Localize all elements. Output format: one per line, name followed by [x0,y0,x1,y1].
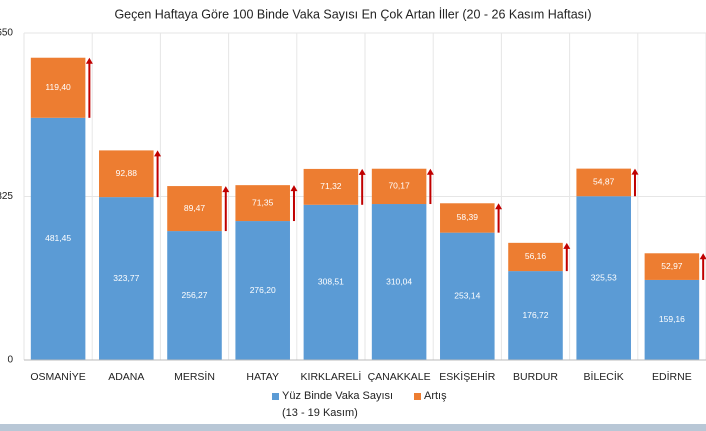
bar-segment [508,242,563,272]
arrow-head [495,203,503,210]
bar-segment [235,221,290,360]
value-label: 176,72 [523,310,549,320]
value-label: 58,39 [457,212,479,222]
value-label: 92,88 [116,168,138,178]
bar-segment [644,279,700,360]
bar-segment [508,271,563,360]
chart-title: Geçen Haftaya Göre 100 Binde Vaka Sayısı… [114,7,591,21]
value-label: 71,35 [252,197,274,207]
legend-label: Artış [424,390,447,402]
x-tick-label: KIRKLARELİ [301,370,362,383]
bar-segment [99,197,154,360]
arrow-head [563,242,571,249]
value-label: 308,51 [318,277,344,287]
bar-segment [371,168,427,205]
bar-segment [30,57,86,118]
x-tick-label: HATAY [246,371,279,383]
arrow-head [222,186,230,193]
value-label: 159,16 [659,314,685,324]
bar-segment [235,185,290,222]
bar-segment [576,196,631,360]
x-tick-label: ADANA [108,371,144,383]
x-tick-label: ESKİŞEHİR [439,370,495,383]
arrow-head [154,150,162,157]
arrow-head [426,168,434,175]
bar-segment [576,168,631,197]
value-label: 119,40 [45,82,71,92]
value-label: 71,32 [320,181,342,191]
x-tick-label: MERSİN [174,370,215,383]
arrow-head [699,253,706,260]
arrow-head [85,57,93,64]
x-tick-label: OSMANİYE [30,370,85,383]
bar-segment [440,232,495,360]
value-label: 56,16 [525,251,547,261]
arrow-head [358,168,366,175]
value-label: 323,77 [113,273,139,283]
bottom-strip [0,424,706,431]
value-label: 256,27 [182,290,208,300]
x-tick-label: BİLECİK [584,370,624,383]
bar-segment [303,204,359,360]
x-tick-label: EDİRNE [652,370,692,383]
value-label: 54,87 [593,177,615,187]
bar-segment [644,253,700,280]
value-label: 276,20 [250,285,276,295]
value-label: 310,04 [386,276,412,286]
bar-segment [167,231,222,360]
bar-segment [30,117,86,361]
bar-segment [99,150,154,198]
legend-swatch [272,393,279,400]
bar-segment [371,204,427,360]
value-label: 52,97 [661,261,683,271]
value-label: 89,47 [184,203,206,213]
bar-segment [440,203,495,233]
value-label: 481,45 [45,233,71,243]
arrow-head [631,168,639,175]
arrow-head [290,185,298,192]
x-tick-label: BURDUR [513,371,558,383]
x-tick-label: ÇANAKKALE [368,371,431,383]
y-tick-label: 650 [0,28,13,39]
y-tick-label: 0 [7,355,13,366]
bar-segment [303,168,359,205]
value-label: 70,17 [388,181,410,191]
legend-swatch [414,393,421,400]
y-tick-label: 325 [0,191,13,202]
bar-segment [167,186,222,232]
value-label: 325,53 [591,272,617,282]
value-label: 253,14 [454,291,480,301]
legend-label: Yüz Binde Vaka Sayısı (13 - 19 Kasım) [282,390,394,419]
